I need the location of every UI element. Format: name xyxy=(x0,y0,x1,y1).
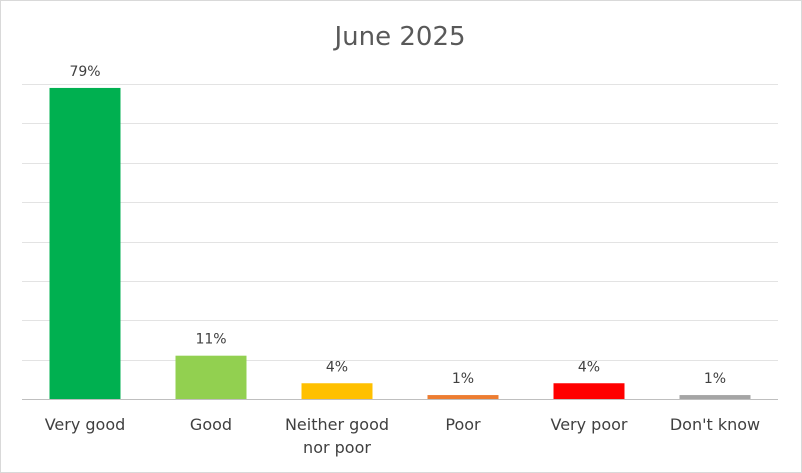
data-label-3: 1% xyxy=(452,371,474,387)
bar-0 xyxy=(49,87,121,399)
data-label-2: 4% xyxy=(326,359,348,375)
bar-4 xyxy=(553,383,625,399)
chart-title: June 2025 xyxy=(334,22,466,52)
data-labels: 79% 11% 4% 1% 4% 1% xyxy=(69,64,726,387)
bar-2 xyxy=(301,383,373,399)
category-label-5: Don't know xyxy=(670,415,760,434)
data-label-5: 1% xyxy=(704,371,726,387)
category-label-1: Good xyxy=(190,415,232,434)
gridlines xyxy=(22,84,778,400)
category-label-2: Neither good nor poor xyxy=(285,415,389,457)
bar-1 xyxy=(175,355,247,399)
data-label-4: 4% xyxy=(578,359,600,375)
bar-5 xyxy=(679,395,751,399)
category-label-0: Very good xyxy=(45,415,126,434)
data-label-0: 79% xyxy=(69,64,100,80)
category-labels: Very good Good Neither good nor poor Poor Ver… xyxy=(45,415,760,457)
category-label-4: Very poor xyxy=(551,415,628,434)
data-label-1: 11% xyxy=(195,332,226,348)
bars xyxy=(49,87,751,399)
category-label-3: Poor xyxy=(445,415,481,434)
bar-3 xyxy=(427,395,499,399)
